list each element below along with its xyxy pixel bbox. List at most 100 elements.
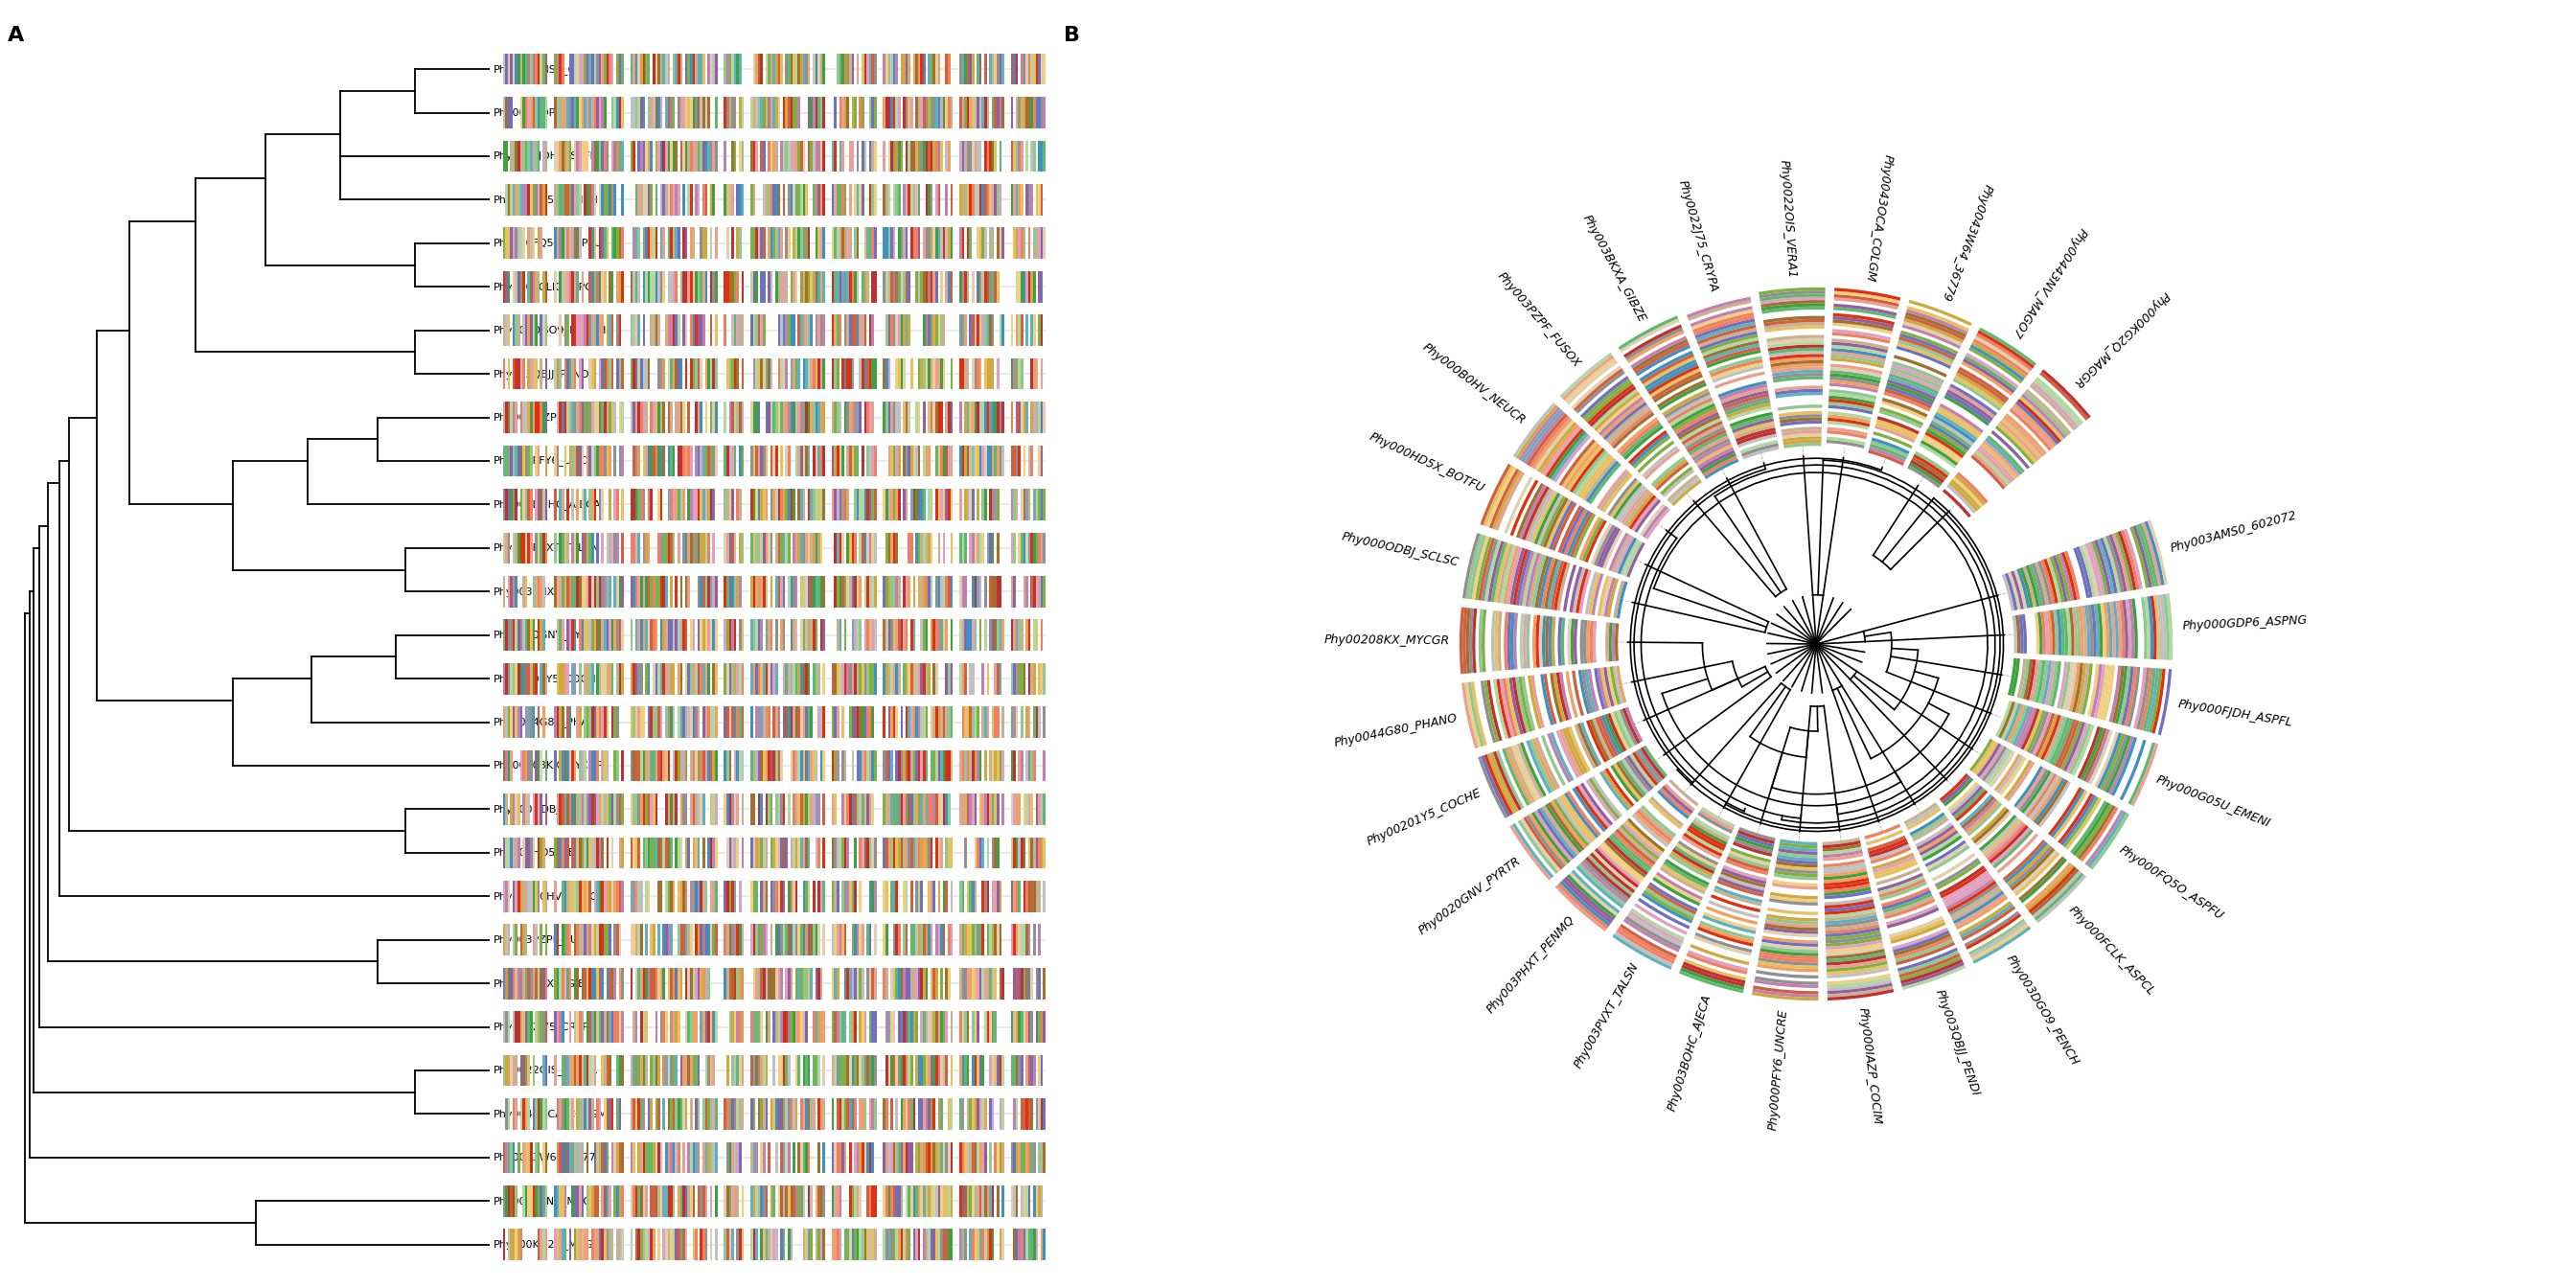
Polygon shape — [1984, 747, 2009, 783]
Polygon shape — [1955, 894, 2007, 927]
Polygon shape — [1736, 836, 1772, 850]
Polygon shape — [1638, 350, 1692, 381]
Polygon shape — [1698, 926, 1754, 947]
Polygon shape — [1502, 748, 1530, 806]
Polygon shape — [1963, 355, 2017, 392]
Polygon shape — [1971, 806, 2007, 841]
Polygon shape — [1899, 340, 1955, 363]
Polygon shape — [2002, 574, 2014, 611]
Polygon shape — [1540, 558, 1556, 609]
Polygon shape — [1507, 546, 1522, 604]
Polygon shape — [1940, 773, 1968, 801]
Polygon shape — [1780, 838, 1819, 845]
Text: Phy00201Y5_COCHE: Phy00201Y5_COCHE — [1365, 787, 1484, 849]
Polygon shape — [1522, 817, 1564, 869]
Polygon shape — [1659, 867, 1705, 894]
Polygon shape — [1543, 426, 1582, 475]
Polygon shape — [1525, 741, 1551, 793]
Polygon shape — [1947, 881, 1996, 913]
Polygon shape — [1685, 829, 1723, 854]
Polygon shape — [1783, 433, 1821, 439]
Polygon shape — [1868, 838, 1906, 855]
Polygon shape — [1548, 616, 1553, 666]
Polygon shape — [1880, 407, 1924, 426]
Polygon shape — [1777, 411, 1821, 417]
Polygon shape — [1592, 621, 1597, 663]
Polygon shape — [1976, 334, 2032, 371]
Polygon shape — [1582, 670, 1595, 714]
Polygon shape — [1826, 936, 1883, 947]
Polygon shape — [2061, 795, 2097, 846]
Polygon shape — [2133, 526, 2151, 587]
Polygon shape — [1628, 913, 1682, 947]
Polygon shape — [2017, 768, 2045, 810]
Polygon shape — [1775, 385, 1824, 392]
Polygon shape — [1664, 783, 1695, 811]
Text: Phy000PFY6_UNCRE: Phy000PFY6_UNCRE — [492, 456, 600, 466]
Polygon shape — [1618, 760, 1646, 796]
Polygon shape — [1935, 858, 1978, 887]
Polygon shape — [1958, 367, 2009, 401]
Polygon shape — [1494, 751, 1522, 810]
Polygon shape — [2007, 572, 2020, 609]
Polygon shape — [1610, 410, 1654, 447]
Polygon shape — [1623, 541, 1643, 577]
Polygon shape — [2050, 661, 2061, 707]
Polygon shape — [1569, 872, 1618, 916]
Polygon shape — [1914, 823, 1953, 848]
Polygon shape — [1922, 835, 1963, 862]
Polygon shape — [1522, 676, 1535, 730]
Polygon shape — [1973, 452, 2007, 487]
Polygon shape — [1736, 428, 1775, 442]
Polygon shape — [1955, 895, 2009, 930]
Polygon shape — [1824, 890, 1873, 899]
Polygon shape — [1700, 921, 1754, 940]
Polygon shape — [1504, 677, 1520, 735]
Text: Phy0044G80_PHANO: Phy0044G80_PHANO — [492, 717, 605, 728]
Polygon shape — [1899, 334, 1958, 358]
Polygon shape — [1868, 450, 1904, 466]
Polygon shape — [1461, 607, 1466, 674]
Polygon shape — [1759, 951, 1819, 960]
Polygon shape — [1978, 327, 2038, 366]
Polygon shape — [1587, 720, 1607, 762]
Polygon shape — [1638, 898, 1690, 929]
Polygon shape — [1618, 537, 1636, 574]
Polygon shape — [1780, 415, 1821, 420]
Polygon shape — [1978, 744, 2004, 779]
Polygon shape — [2089, 730, 2112, 784]
Polygon shape — [2066, 662, 2076, 711]
Polygon shape — [1703, 914, 1757, 934]
Polygon shape — [1641, 747, 1664, 779]
Polygon shape — [1891, 367, 1942, 389]
Polygon shape — [1824, 866, 1865, 873]
Polygon shape — [1615, 581, 1628, 618]
Polygon shape — [1535, 555, 1548, 608]
Polygon shape — [1476, 537, 1492, 600]
Polygon shape — [1695, 322, 1757, 341]
Polygon shape — [1587, 461, 1618, 502]
Polygon shape — [1481, 464, 1512, 526]
Polygon shape — [1584, 381, 1633, 422]
Polygon shape — [1656, 872, 1703, 900]
Polygon shape — [1878, 878, 1927, 898]
Polygon shape — [2112, 737, 2138, 796]
Polygon shape — [1556, 797, 1592, 845]
Polygon shape — [1651, 796, 1685, 827]
Polygon shape — [1569, 448, 1605, 492]
Polygon shape — [1834, 304, 1896, 316]
Polygon shape — [1577, 866, 1623, 908]
Polygon shape — [1561, 442, 1597, 488]
Polygon shape — [1886, 904, 1937, 925]
Polygon shape — [1680, 417, 1721, 442]
Polygon shape — [1994, 753, 2020, 792]
Polygon shape — [1620, 488, 1649, 524]
Polygon shape — [1770, 357, 1824, 365]
Polygon shape — [1579, 723, 1602, 765]
Polygon shape — [1826, 923, 1880, 934]
Polygon shape — [1510, 677, 1522, 734]
Polygon shape — [1558, 882, 1610, 929]
Polygon shape — [1873, 858, 1917, 876]
Polygon shape — [1904, 316, 1965, 340]
Polygon shape — [2094, 665, 2105, 719]
